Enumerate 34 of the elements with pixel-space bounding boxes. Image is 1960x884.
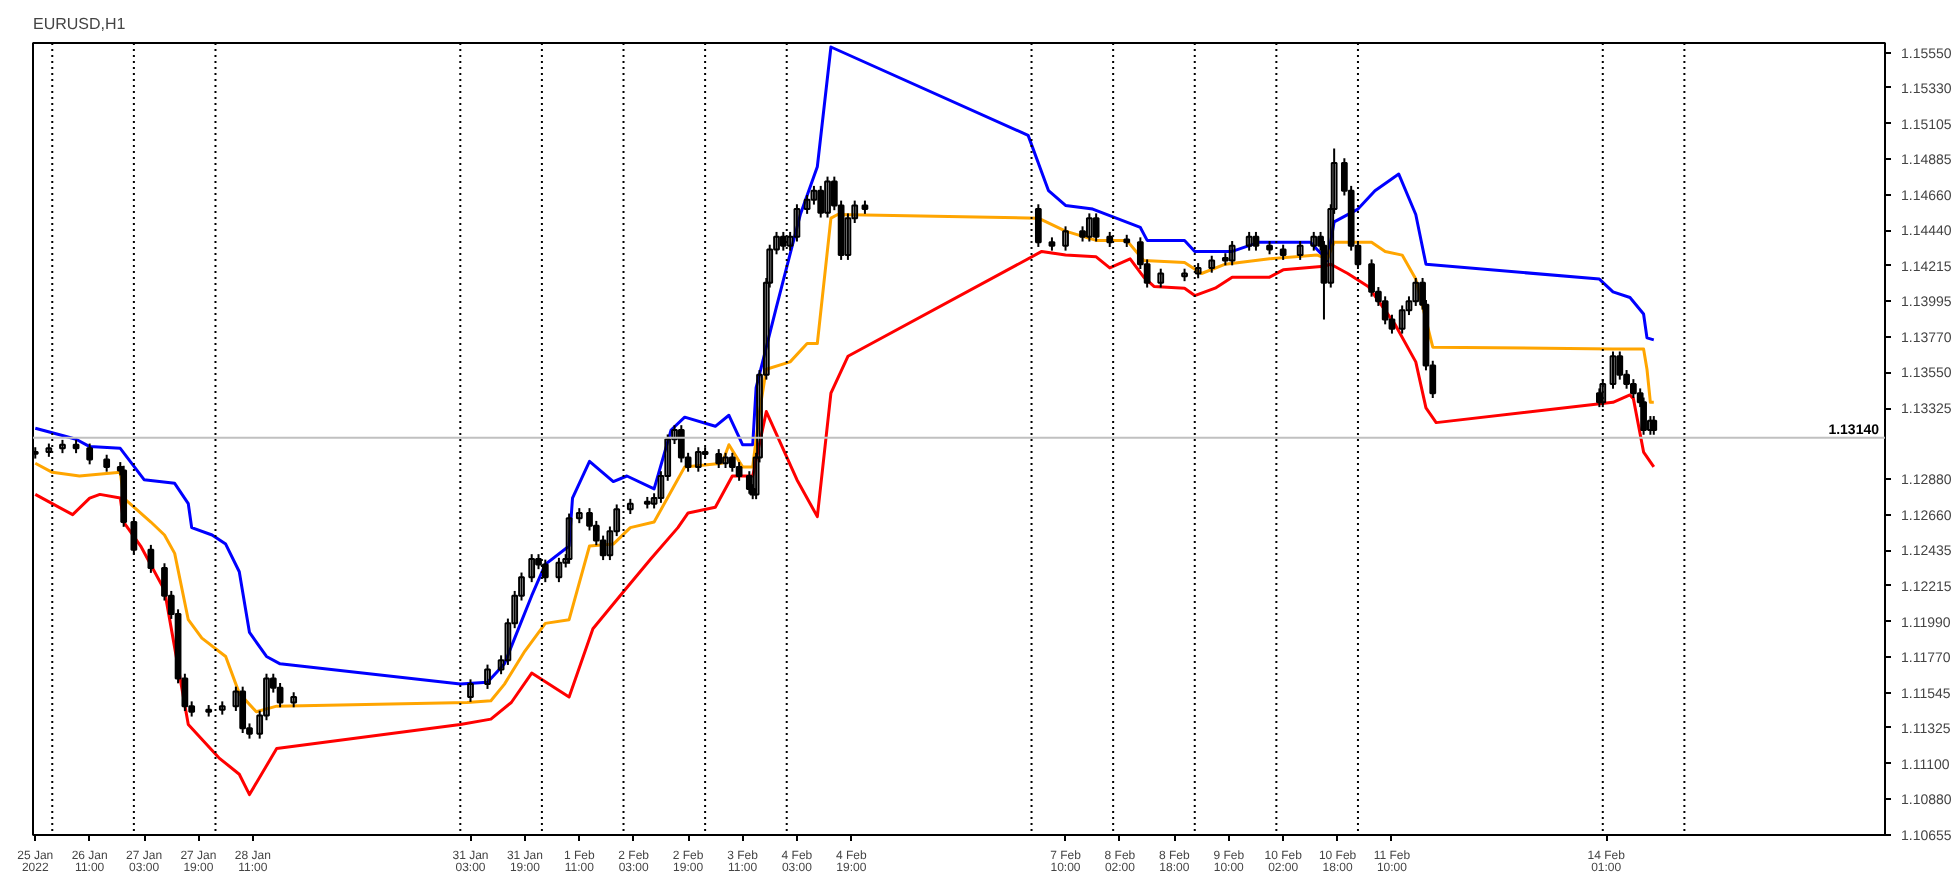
candlestick: [1062, 225, 1069, 252]
candlestick: [735, 461, 743, 482]
candlestick: [803, 194, 811, 215]
candlestick: [715, 448, 723, 470]
line-series: [33, 45, 1656, 686]
candlestick: [1245, 230, 1253, 252]
candlestick: [1630, 378, 1637, 399]
candlestick: [1296, 240, 1304, 261]
candlestick: [817, 184, 825, 219]
candlestick: [1398, 304, 1406, 335]
candlestick: [1412, 276, 1420, 307]
candlestick: [810, 184, 818, 206]
candlestick: [1616, 350, 1624, 381]
candlestick: [484, 663, 491, 690]
candlestick: [1252, 230, 1260, 252]
candlestick: [147, 543, 155, 574]
candlestick: [1609, 350, 1617, 390]
candlestick: [1092, 212, 1100, 243]
candlestick: [677, 424, 685, 464]
candlestick: [1228, 240, 1236, 267]
candlestick: [1368, 258, 1375, 298]
candlestick: [1157, 267, 1165, 289]
candlestick: [239, 685, 247, 735]
candlestick: [728, 451, 736, 473]
candlestick: [86, 442, 94, 466]
candlestick: [793, 203, 801, 243]
candlestick: [1310, 230, 1318, 252]
candlestick: [565, 512, 573, 565]
chart-title: EURUSD,H1: [33, 15, 127, 33]
candlestick: [1085, 212, 1093, 243]
candlestick: [555, 556, 563, 584]
candlestick: [824, 175, 831, 219]
candlestick: [1381, 295, 1389, 326]
candlestick: [467, 678, 474, 703]
